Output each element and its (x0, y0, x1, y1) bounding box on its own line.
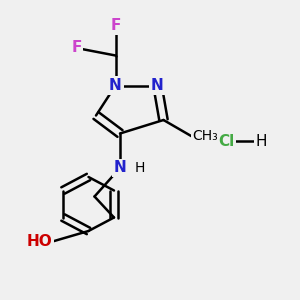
Text: N: N (109, 78, 122, 93)
Text: N: N (151, 78, 164, 93)
Text: H: H (255, 134, 267, 148)
Text: F: F (71, 40, 82, 56)
Text: N: N (114, 160, 126, 175)
Text: H: H (134, 161, 145, 175)
Text: CH₃: CH₃ (193, 130, 218, 143)
Text: Cl: Cl (218, 134, 235, 148)
Text: HO: HO (27, 234, 52, 249)
Text: F: F (110, 18, 121, 33)
